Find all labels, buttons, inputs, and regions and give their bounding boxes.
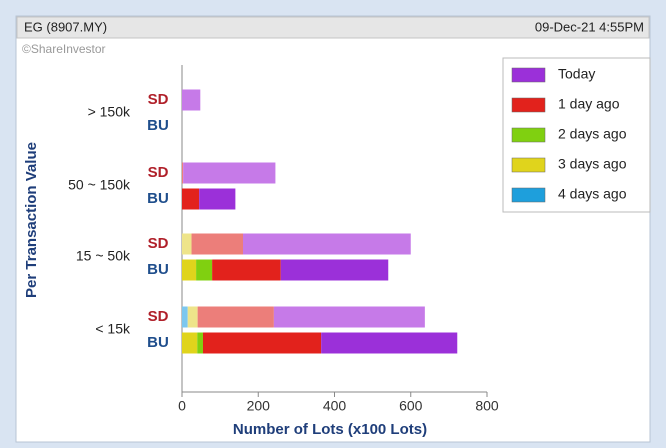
bar-segment — [273, 306, 425, 328]
x-tick-label: 600 — [399, 398, 423, 414]
bar-segment — [182, 188, 200, 210]
row-label: BU — [147, 261, 169, 278]
legend-label: Today — [558, 66, 595, 82]
bar-segment — [321, 332, 458, 354]
legend-label: 4 days ago — [558, 186, 627, 202]
bar-segment — [280, 259, 389, 281]
timestamp: 09-Dec-21 4:55PM — [535, 19, 644, 34]
row-label: SD — [148, 308, 169, 325]
bar-segment — [243, 233, 411, 255]
row-label: BU — [147, 190, 169, 207]
watermark: ©ShareInvestor — [22, 42, 106, 56]
bar-segment — [212, 259, 281, 281]
bar-segment — [197, 306, 274, 328]
row-label: SD — [148, 91, 169, 108]
bar-segment — [182, 233, 192, 255]
legend-swatch — [511, 157, 546, 173]
bar-segment — [187, 306, 198, 328]
x-axis-title: Number of Lots (x100 Lots) — [233, 421, 427, 438]
x-tick-label: 200 — [247, 398, 271, 414]
legend-swatch — [511, 187, 546, 203]
bar-segment — [182, 162, 184, 184]
legend-label: 3 days ago — [558, 156, 627, 172]
bar-segment — [191, 233, 243, 255]
bar-segment — [182, 259, 197, 281]
bar-segment — [182, 306, 188, 328]
legend-swatch — [511, 97, 546, 113]
row-label: SD — [148, 164, 169, 181]
header-bar — [16, 16, 650, 39]
x-tick-label: 400 — [323, 398, 347, 414]
bar-segment — [196, 259, 213, 281]
symbol: EG (8907.MY) — [24, 19, 107, 34]
category-label: 15 ~ 50k — [76, 248, 131, 264]
y-axis-title: Per Transaction Value — [23, 142, 40, 298]
x-tick-label: 0 — [178, 398, 186, 414]
row-label: SD — [148, 235, 169, 252]
row-label: BU — [147, 334, 169, 351]
bar-segment — [197, 332, 203, 354]
bar-segment — [202, 332, 322, 354]
bar-segment — [199, 188, 236, 210]
legend-swatch — [511, 67, 546, 83]
bar-segment — [182, 332, 198, 354]
row-label: BU — [147, 117, 169, 134]
category-label: < 15k — [95, 321, 131, 337]
bar-segment — [182, 89, 201, 111]
bar-segment — [183, 162, 276, 184]
category-label: > 150k — [88, 104, 131, 120]
legend-label: 1 day ago — [558, 96, 620, 112]
x-tick-label: 800 — [475, 398, 499, 414]
category-label: 50 ~ 150k — [68, 177, 131, 193]
legend-label: 2 days ago — [558, 126, 627, 142]
legend-swatch — [511, 127, 546, 143]
